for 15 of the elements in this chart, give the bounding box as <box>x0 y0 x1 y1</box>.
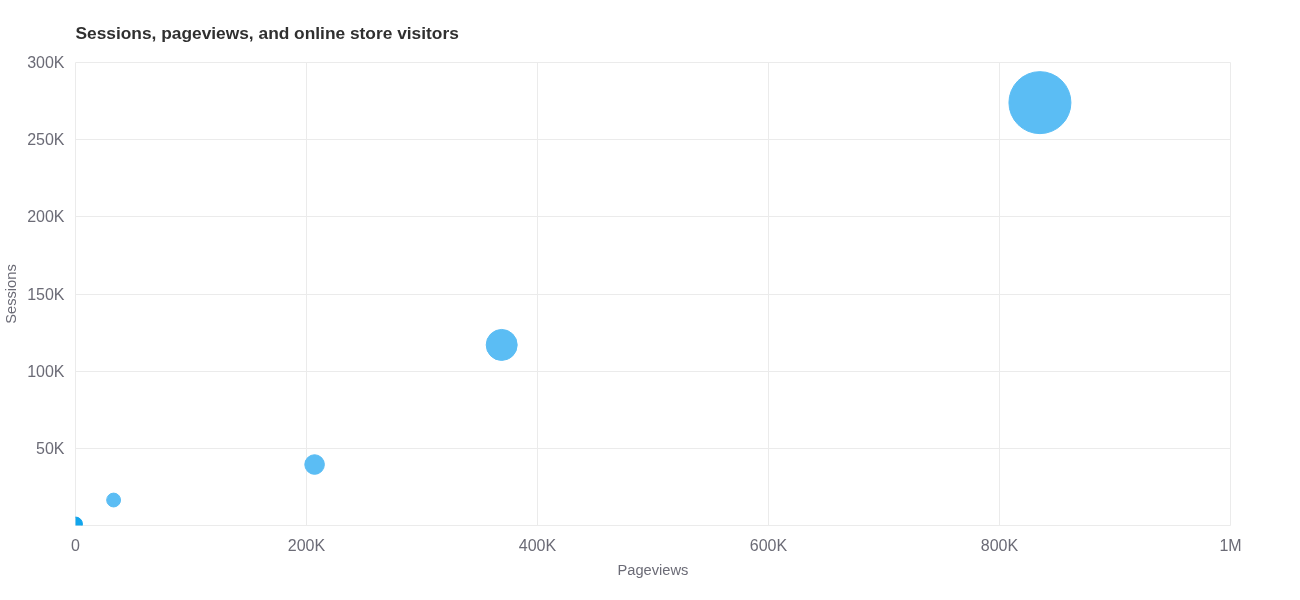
x-axis-title: Pageviews <box>617 561 689 578</box>
x-tick-label: 0 <box>71 536 81 554</box>
x-tick-label: 400K <box>518 536 557 554</box>
x-tick-label: 600K <box>749 536 788 554</box>
y-axis-title: Sessions <box>3 264 20 324</box>
x-tick-label: 200K <box>287 536 326 554</box>
y-tick-label: 300K <box>27 54 65 71</box>
y-tick-label: 200K <box>27 208 65 226</box>
x-tick-label: 1M <box>1219 536 1242 554</box>
y-tick-label: 100K <box>27 362 65 380</box>
y-tick-label: 150K <box>27 285 65 303</box>
y-tick-label: 250K <box>27 131 65 149</box>
y-tick-label: 50K <box>36 439 65 457</box>
x-tick-label: 800K <box>980 536 1019 554</box>
chart-title: Sessions, pageviews, and online store visitors <box>75 22 459 43</box>
